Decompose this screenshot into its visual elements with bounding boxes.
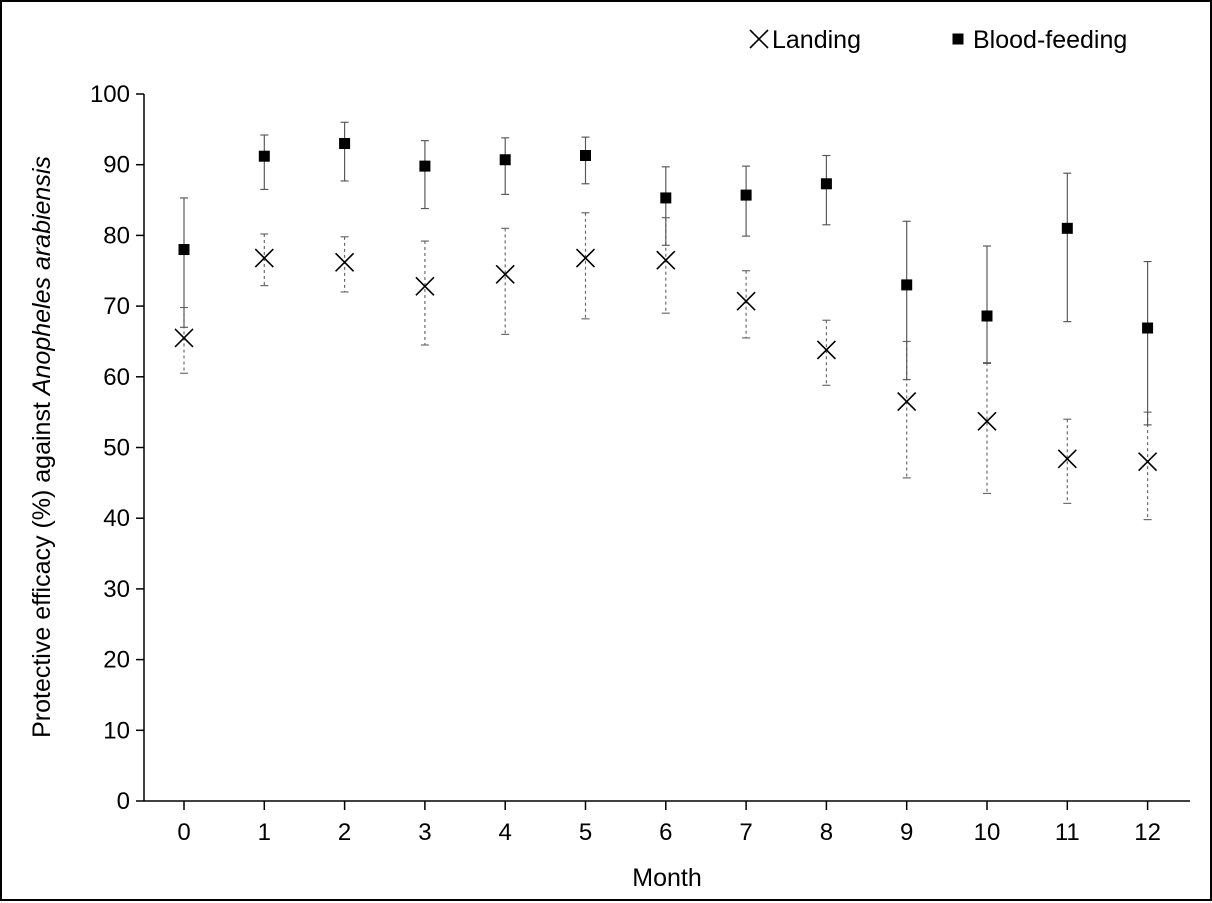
x-tick-label: 9 (900, 819, 913, 846)
y-tick-label: 10 (103, 717, 130, 744)
x-tick-label: 8 (820, 819, 833, 846)
series-layer (174, 121, 1158, 521)
y-tick-label: 50 (103, 435, 130, 462)
blood-feeding-point (258, 150, 270, 162)
y-tick-label: 100 (90, 81, 130, 108)
x-tick-label: 1 (258, 819, 271, 846)
landing-point-stroke-b (254, 248, 274, 268)
y-axis-title-species: Anopheles arabiensis (28, 156, 56, 397)
landing-point (335, 252, 355, 272)
y-tick-label: 30 (103, 576, 130, 603)
landing-point (254, 248, 274, 268)
landing-series (174, 212, 1158, 521)
landing-point (977, 411, 997, 431)
blood-feeding-point (1061, 222, 1073, 234)
blood-feeding-point (820, 178, 832, 190)
blood-feeding-point (740, 189, 752, 201)
blood-feeding-point (1142, 322, 1154, 334)
x-tick-label: 10 (974, 819, 1001, 846)
legend-blood-feeding-marker (952, 33, 964, 45)
x-tick-label: 5 (579, 819, 592, 846)
landing-point (736, 291, 756, 311)
landing-point-stroke-b (174, 328, 194, 348)
legend-blood-feeding-label: Blood-feeding (973, 26, 1127, 54)
y-tick-label: 0 (117, 788, 130, 815)
x-axis-title: Month (632, 864, 701, 892)
x-tick-label: 6 (659, 819, 672, 846)
x-tick-label: 11 (1055, 819, 1080, 846)
landing-point (575, 248, 596, 268)
blood-feeding-point (660, 192, 672, 204)
legend: Landing Blood-feeding (749, 26, 1127, 54)
blood-feeding-point (339, 137, 351, 149)
legend-landing-marker (749, 29, 769, 49)
y-tick-label: 60 (103, 364, 130, 391)
landing-point-stroke-b (816, 340, 836, 360)
landing-point (656, 250, 676, 270)
landing-point (495, 264, 515, 284)
landing-point-stroke-b (575, 248, 596, 268)
blood-feeding-point (499, 154, 511, 166)
x-tick-label: 3 (418, 819, 431, 846)
landing-point (816, 340, 836, 360)
blood-feeding-series (178, 121, 1154, 426)
x-tick-label: 7 (739, 819, 752, 846)
landing-point-stroke-b (977, 411, 997, 431)
y-tick-label: 40 (103, 505, 130, 532)
landing-point-stroke-b (1057, 449, 1077, 469)
landing-point-stroke-b (656, 250, 676, 270)
x-tick-label: 2 (338, 819, 351, 846)
landing-point-stroke-b (897, 391, 917, 412)
y-tick-label: 20 (103, 647, 130, 674)
landing-point (174, 328, 194, 348)
y-tick-label: 90 (103, 152, 130, 179)
blood-feeding-point (901, 279, 913, 291)
y-tick-label: 70 (103, 293, 130, 320)
y-axis-title-prefix: Protective efficacy (%) against (28, 395, 56, 738)
x-tick-label: 12 (1134, 819, 1161, 846)
x-tick-label: 4 (499, 819, 512, 846)
blood-feeding-point (580, 150, 591, 162)
x-tick-label: 0 (177, 819, 190, 846)
landing-point-stroke-b (1138, 452, 1158, 472)
landing-point-stroke-b (415, 276, 435, 296)
landing-point-stroke-b (335, 252, 355, 272)
landing-point-stroke-b (495, 264, 515, 284)
y-tick-label: 80 (103, 222, 130, 249)
blood-feeding-point (178, 244, 190, 256)
blood-feeding-point (981, 310, 993, 322)
landing-point-stroke-b (736, 291, 756, 311)
landing-point (897, 391, 917, 412)
landing-point (415, 276, 435, 296)
landing-point (1138, 452, 1158, 472)
legend-landing-label: Landing (772, 26, 861, 54)
legend-landing-marker-stroke-b (749, 29, 769, 49)
y-axis-title: Protective efficacy (%) against Anophele… (28, 156, 56, 738)
blood-feeding-point (419, 160, 431, 172)
landing-point (1057, 449, 1077, 469)
